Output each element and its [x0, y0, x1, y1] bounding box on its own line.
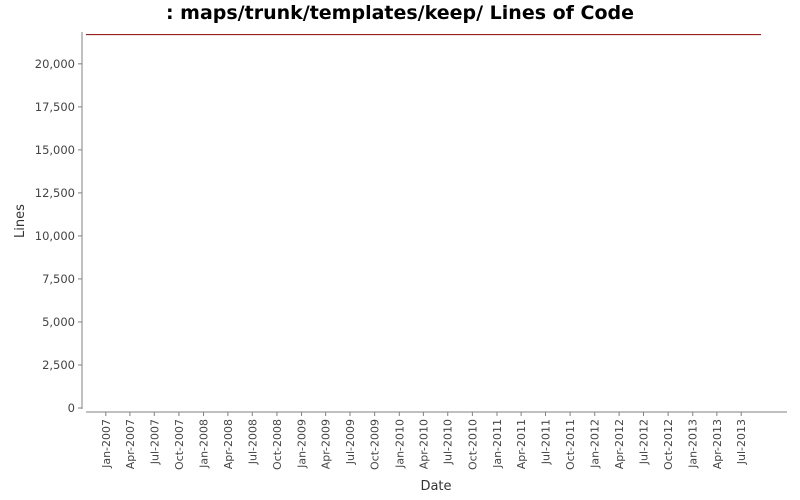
x-tick-label: Apr-2009: [320, 419, 333, 469]
plot-area: [86, 32, 787, 408]
x-tick-label: Apr-2008: [222, 419, 235, 469]
y-tick-label: 5,000: [42, 315, 75, 329]
y-axis-label: Lines: [13, 204, 28, 238]
y-tick-label: 2,500: [42, 358, 75, 372]
chart-title: : maps/trunk/templates/keep/ Lines of Co…: [165, 2, 635, 24]
x-tick-label: Apr-2007: [124, 419, 137, 469]
x-tick-label: Jan-2008: [198, 419, 211, 469]
x-tick-label: Jul-2013: [735, 419, 748, 465]
x-tick-label: Apr-2011: [515, 419, 528, 469]
y-axis-ticks: 0 2,500 5,000 7,500 10,000 12,500 15,000 17,500…: [35, 57, 82, 415]
x-tick-label: Jan-2007: [100, 419, 113, 469]
x-tick-label: Apr-2010: [417, 419, 430, 469]
x-tick-label: Jan-2009: [296, 419, 309, 469]
x-tick-label: Oct-2008: [271, 419, 284, 470]
x-tick-label: Jan-2013: [687, 419, 700, 469]
x-tick-label: Apr-2013: [711, 419, 724, 469]
y-tick-label: 7,500: [42, 272, 75, 286]
x-tick-label: Jul-2011: [539, 419, 552, 465]
y-tick-label: 12,500: [35, 186, 75, 200]
x-tick-label: Jul-2010: [442, 419, 455, 465]
x-axis-ticks: Jan-2007 Apr-2007 Jul-2007 Oct-2007 Jan-2008…: [100, 412, 748, 470]
x-tick-label: Oct-2012: [662, 419, 675, 470]
x-tick-label: Oct-2011: [564, 419, 577, 470]
x-tick-label: Oct-2009: [369, 419, 382, 470]
x-tick-label: Oct-2007: [173, 419, 186, 470]
x-tick-label: Jul-2009: [344, 419, 357, 465]
y-tick-label: 15,000: [35, 143, 75, 157]
x-tick-label: Jul-2012: [637, 419, 650, 465]
y-tick-label: 17,500: [35, 100, 75, 114]
x-axis-label: Date: [420, 479, 451, 494]
x-tick-label: Jan-2010: [393, 419, 406, 469]
y-tick-label: 10,000: [35, 229, 75, 243]
x-tick-label: Apr-2012: [613, 419, 626, 469]
x-tick-label: Jan-2012: [589, 419, 602, 469]
y-tick-label: 0: [68, 401, 75, 415]
x-tick-label: Jan-2011: [491, 419, 504, 469]
x-tick-label: Oct-2010: [466, 419, 479, 470]
y-tick-label: 20,000: [35, 57, 75, 71]
x-tick-label: Jul-2007: [148, 419, 161, 465]
x-tick-label: Jul-2008: [246, 419, 259, 465]
